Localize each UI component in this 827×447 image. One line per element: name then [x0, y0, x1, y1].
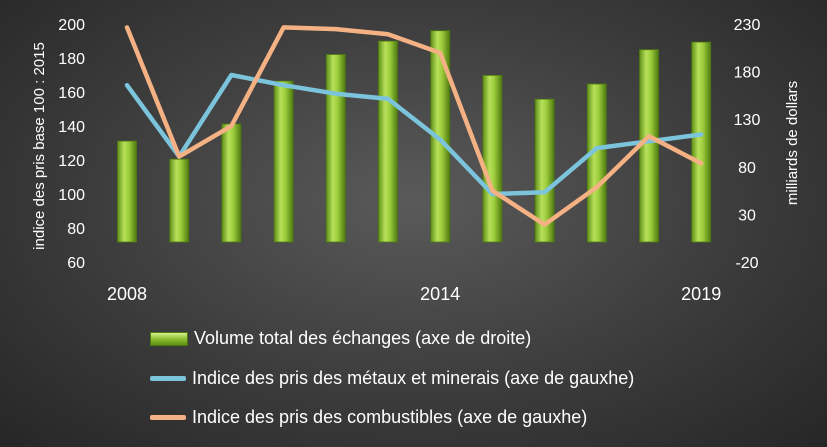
- x-tick-label: 2019: [681, 284, 721, 304]
- bar-2017: [586, 83, 607, 243]
- lines-layer: [124, 25, 704, 227]
- left-tick-label: 180: [58, 51, 85, 68]
- right-tick-label: 180: [734, 65, 761, 82]
- bar-2019: [691, 41, 712, 243]
- line-combustibles-series: [124, 25, 704, 227]
- right-tick-label: -20: [735, 255, 758, 272]
- right-tick-label: 230: [734, 17, 761, 34]
- left-tick-label: 80: [67, 221, 85, 238]
- right-tick-label: 30: [738, 207, 756, 224]
- x-axis-ticks: 2008 2014 2019: [107, 284, 721, 304]
- right-axis-title: milliards de dollars: [784, 81, 801, 205]
- right-axis-ticks: -20 30 80 130 180 230: [734, 17, 761, 272]
- left-tick-label: 140: [58, 119, 85, 136]
- right-tick-label: 80: [738, 160, 756, 177]
- left-tick-label: 60: [67, 255, 85, 272]
- bar-2010: [221, 123, 242, 243]
- bar-2013: [378, 40, 398, 243]
- line-metaux-series: [124, 72, 704, 197]
- left-axis-ticks: 60 80 100 120 140 160 180 200: [58, 17, 85, 272]
- left-axis-title: indice des pris base 100 : 2015: [31, 42, 48, 250]
- left-tick-label: 200: [58, 17, 85, 34]
- left-tick-label: 160: [58, 85, 85, 102]
- left-tick-label: 120: [58, 153, 85, 170]
- left-tick-label: 100: [58, 187, 85, 204]
- bar-2008: [117, 140, 137, 243]
- bar-2011: [273, 80, 294, 243]
- bar-2014: [430, 30, 451, 243]
- bars-layer: [117, 30, 712, 243]
- x-tick-label: 2008: [107, 284, 147, 304]
- bar-2016: [534, 98, 555, 243]
- x-tick-label: 2014: [420, 284, 460, 304]
- bar-2009: [169, 158, 190, 243]
- bar-2012: [325, 54, 346, 243]
- bar-2015: [482, 75, 503, 243]
- right-tick-label: 130: [734, 112, 761, 129]
- bar-2018: [639, 49, 659, 243]
